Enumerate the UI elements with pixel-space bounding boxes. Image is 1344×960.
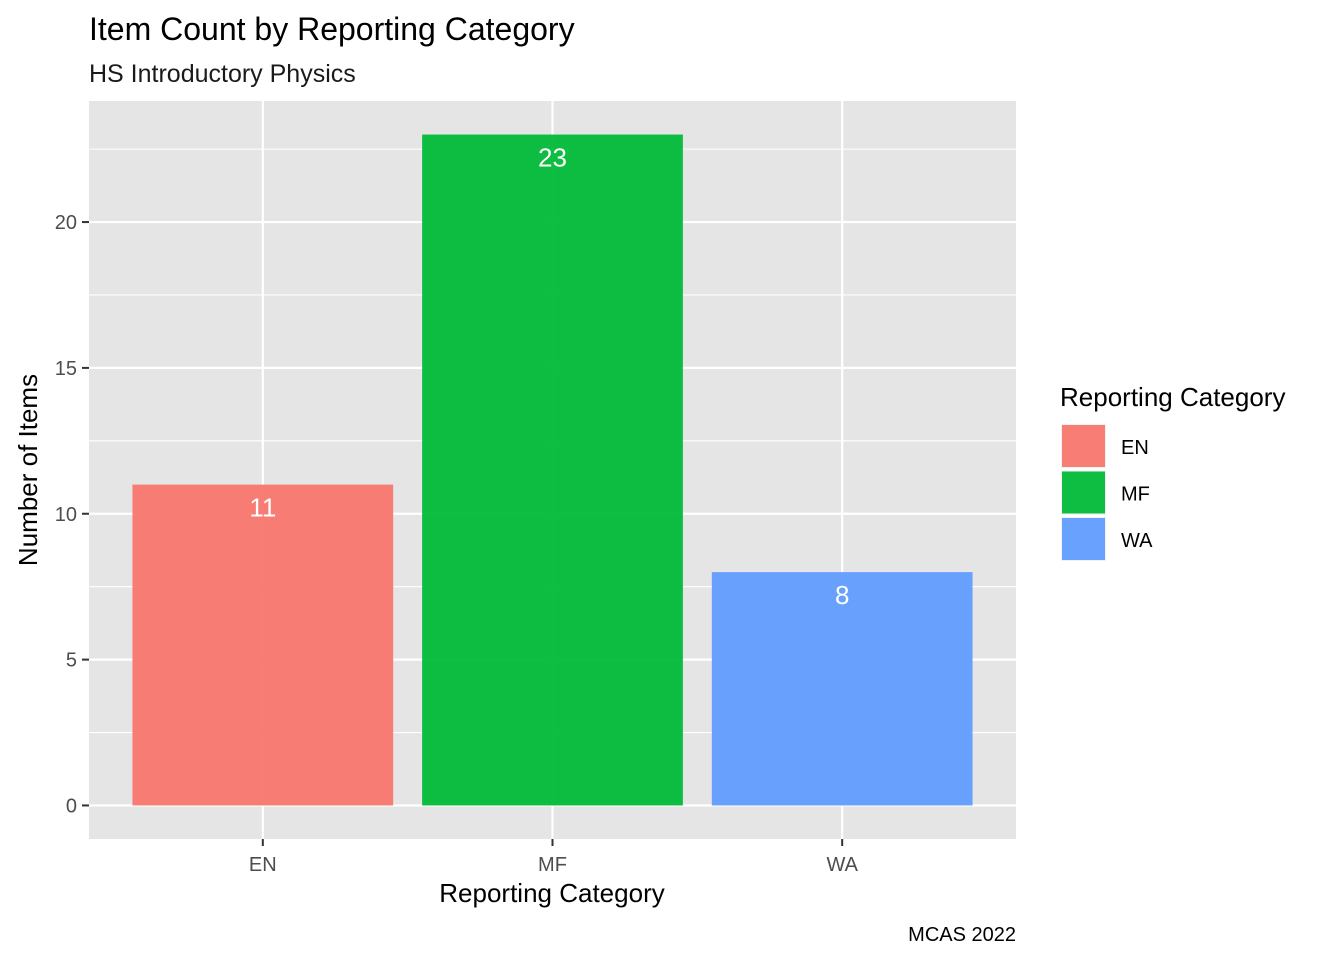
legend-label-en: EN [1121,437,1149,459]
y-tick-label: 20 [55,212,77,234]
legend-label-mf: MF [1121,484,1150,506]
y-tick-label: 5 [66,650,77,672]
bar-mf [422,134,683,806]
chart-caption: MCAS 2022 [908,924,1016,946]
x-tick-label-wa: WA [826,854,858,876]
x-tick-label-mf: MF [538,854,567,876]
bar-en [132,484,394,806]
bars [132,134,973,806]
legend-swatch-mf [1062,471,1105,514]
bar-wa [711,572,973,806]
data-labels: 11 23 8 [249,143,849,611]
x-axis-title: Reporting Category [439,878,664,908]
legend: Reporting Category EN MF WA [1060,382,1285,561]
y-tick-label: 0 [66,795,77,817]
data-label-mf: 23 [538,143,567,173]
x-axis: EN MF WA [249,839,859,876]
y-axis: 0 5 10 15 20 [55,212,89,817]
data-label-wa: 8 [835,580,849,610]
legend-swatch-wa [1062,518,1105,560]
data-label-en: 11 [249,493,276,523]
y-tick-label: 10 [55,504,77,526]
legend-title: Reporting Category [1060,382,1285,412]
legend-swatch-en [1062,425,1105,467]
chart-subtitle: HS Introductory Physics [89,60,356,88]
x-tick-label-en: EN [249,854,277,876]
chart-title: Item Count by Reporting Category [89,11,575,47]
y-tick-label: 15 [55,358,77,380]
legend-label-wa: WA [1121,530,1153,552]
legend-items: EN MF WA [1061,424,1153,561]
y-axis-title: Number of Items [13,374,43,566]
